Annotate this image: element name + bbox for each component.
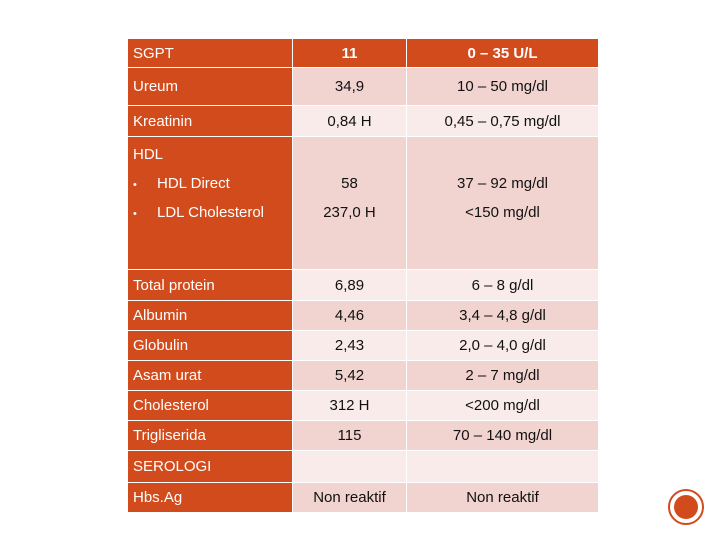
ldl-test: LDL Cholesterol <box>157 204 264 221</box>
row-reference: 10 – 50 mg/dl <box>406 67 599 106</box>
table-row: Cholesterol 312 H <200 mg/dl <box>127 390 599 421</box>
table-row: Globulin 2,43 2,0 – 4,0 g/dl <box>127 330 599 361</box>
row-reference: 70 – 140 mg/dl <box>406 420 599 451</box>
table-row: Total protein 6,89 6 – 8 g/dl <box>127 269 599 301</box>
row-test-name: Trigliserida <box>127 420 293 451</box>
hdl-direct-test: HDL Direct <box>157 175 230 192</box>
hdl-results-cell: 58 237,0 H <box>292 136 407 270</box>
bullet-icon: • <box>133 208 137 220</box>
header-test: SGPT <box>127 38 293 68</box>
table-header-row: SGPT 11 0 – 35 U/L <box>127 38 599 68</box>
serologi-section-label: SEROLOGI <box>127 450 293 483</box>
row-result: 0,84 H <box>292 105 407 137</box>
lab-results-table: SGPT 11 0 – 35 U/L Ureum 34,9 10 – 50 mg… <box>127 38 599 513</box>
header-reference: 0 – 35 U/L <box>406 38 599 68</box>
table-row: Asam urat 5,42 2 – 7 mg/dl <box>127 360 599 391</box>
table-row-hdl-group: HDL • HDL Direct • LDL Cholesterol 58 237,… <box>127 136 599 270</box>
ldl-result: 237,0 H <box>323 204 376 221</box>
table-row-section: SEROLOGI <box>127 450 599 483</box>
row-reference: 2,0 – 4,0 g/dl <box>406 330 599 361</box>
table-row: Ureum 34,9 10 – 50 mg/dl <box>127 67 599 106</box>
row-reference: Non reaktif <box>406 482 599 513</box>
row-result: 2,43 <box>292 330 407 361</box>
hdl-group-cell: HDL • HDL Direct • LDL Cholesterol <box>127 136 293 270</box>
row-reference: <200 mg/dl <box>406 390 599 421</box>
circle-button-icon[interactable] <box>668 489 704 525</box>
row-result: 115 <box>292 420 407 451</box>
row-test-name: Total protein <box>127 269 293 301</box>
ldl-reference: <150 mg/dl <box>465 204 540 221</box>
table-row: Albumin 4,46 3,4 – 4,8 g/dl <box>127 300 599 331</box>
table-row: Kreatinin 0,84 H 0,45 – 0,75 mg/dl <box>127 105 599 137</box>
row-reference: 3,4 – 4,8 g/dl <box>406 300 599 331</box>
ldl-label: • LDL Cholesterol <box>128 198 292 227</box>
row-reference: 2 – 7 mg/dl <box>406 360 599 391</box>
header-result: 11 <box>292 38 407 68</box>
row-test-name: Kreatinin <box>127 105 293 137</box>
hdl-direct-label: • HDL Direct <box>128 169 292 198</box>
row-result: 4,46 <box>292 300 407 331</box>
bullet-icon: • <box>133 179 137 191</box>
hdl-direct-reference: 37 – 92 mg/dl <box>457 175 548 192</box>
table-row: Trigliserida 115 70 – 140 mg/dl <box>127 420 599 451</box>
hdl-section-label: HDL <box>133 146 164 163</box>
row-test-name: Albumin <box>127 300 293 331</box>
row-test-name: Hbs.Ag <box>127 482 293 513</box>
hdl-direct-result: 58 <box>341 175 358 192</box>
hdl-reference-cell: 37 – 92 mg/dl <150 mg/dl <box>406 136 599 270</box>
row-test-name: Cholesterol <box>127 390 293 421</box>
row-result: 6,89 <box>292 269 407 301</box>
table-row: Hbs.Ag Non reaktif Non reaktif <box>127 482 599 513</box>
row-result: 34,9 <box>292 67 407 106</box>
row-reference: 0,45 – 0,75 mg/dl <box>406 105 599 137</box>
row-test-name: Globulin <box>127 330 293 361</box>
row-test-name: Asam urat <box>127 360 293 391</box>
row-result: 5,42 <box>292 360 407 391</box>
row-result: 312 H <box>292 390 407 421</box>
row-result: Non reaktif <box>292 482 407 513</box>
row-test-name: Ureum <box>127 67 293 106</box>
row-reference: 6 – 8 g/dl <box>406 269 599 301</box>
